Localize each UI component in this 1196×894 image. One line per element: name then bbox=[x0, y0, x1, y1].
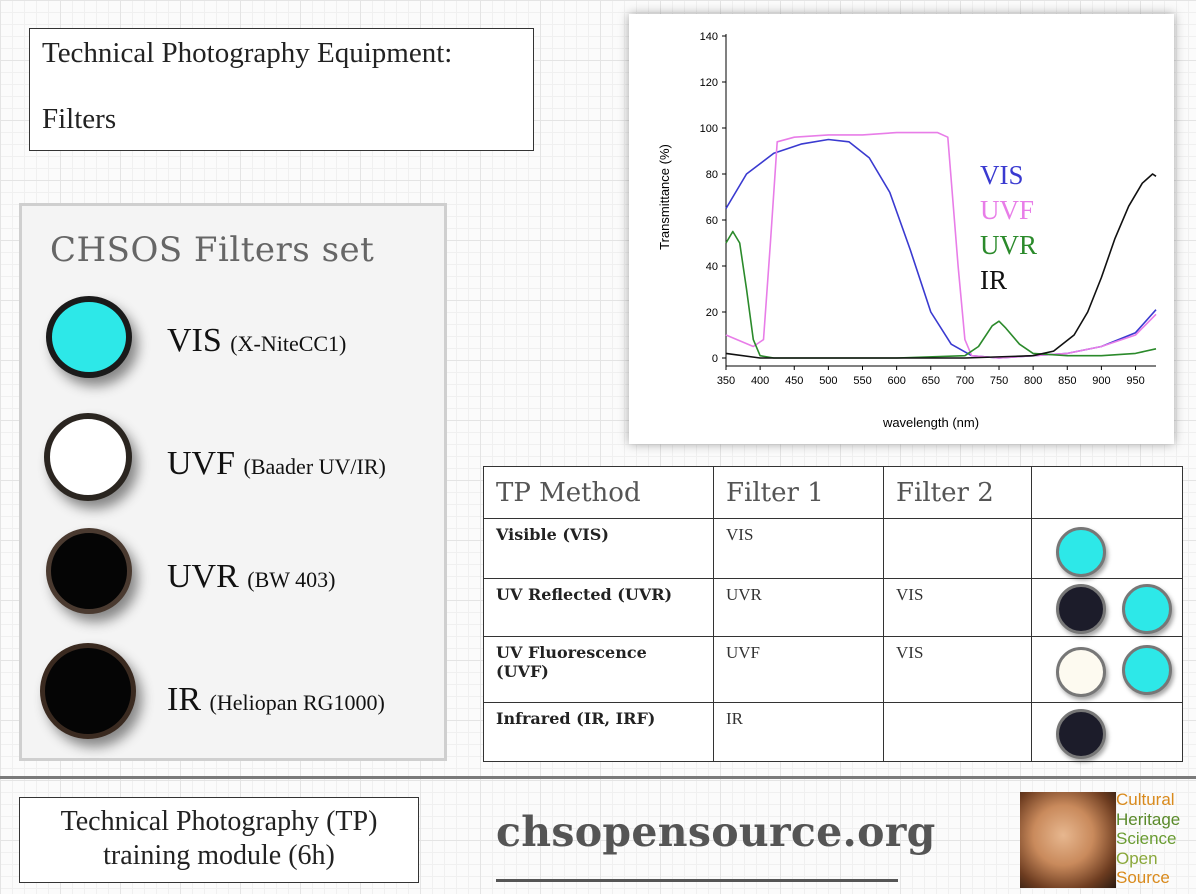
y-tick-label: 40 bbox=[706, 261, 718, 273]
filter-images-cell bbox=[1031, 578, 1183, 637]
series-line-vis bbox=[725, 138, 1157, 359]
x-tick-label: 350 bbox=[717, 375, 735, 387]
filter2-cell: VIS bbox=[883, 578, 1032, 637]
x-tick-label: 600 bbox=[887, 375, 905, 387]
x-tick-label: 700 bbox=[956, 375, 974, 387]
filter-label-uvf: UVF (Baader UV/IR) bbox=[167, 445, 386, 482]
series-line-uvf bbox=[725, 131, 1157, 359]
legend-entry-vis: VIS bbox=[980, 160, 1024, 190]
method-cell: UV Fluorescence (UVF) bbox=[483, 636, 714, 703]
filter1-cell: UVR bbox=[713, 578, 884, 637]
filter-images-cell bbox=[1031, 518, 1183, 579]
column-header-images bbox=[1031, 466, 1183, 519]
legend-entry-uvr: UVR bbox=[980, 230, 1037, 260]
filter2-cell bbox=[883, 702, 1032, 762]
transmittance-chart: 0 20 40 60 80 100 120 140 350 400 450 500 550 600 650 7… bbox=[629, 14, 1174, 444]
filters-set-panel: CHSOS Filters set VIS (X-NiteCC1) UVF (B… bbox=[19, 203, 447, 761]
vis-filter-icon bbox=[46, 296, 132, 378]
site-url-underline bbox=[496, 879, 898, 882]
filter2-cell bbox=[883, 518, 1032, 579]
x-tick-label: 800 bbox=[1024, 375, 1042, 387]
method-cell: Infrared (IR, IRF) bbox=[483, 702, 714, 762]
slide-title-line2: Filters bbox=[42, 103, 117, 135]
x-tick-label: 650 bbox=[922, 375, 940, 387]
x-tick-label: 850 bbox=[1058, 375, 1076, 387]
y-axis-label: Transmittance (%) bbox=[657, 144, 672, 250]
series-line-ir bbox=[725, 173, 1157, 359]
y-tick-label: 60 bbox=[706, 215, 718, 227]
column-header-filter1: Filter 1 bbox=[713, 466, 884, 519]
slide-title-box: Technical Photography Equipment: Filters bbox=[29, 28, 534, 151]
ir-filter-icon bbox=[40, 643, 136, 739]
legend-entry-uvf: UVF bbox=[980, 195, 1034, 225]
filter-images-cell bbox=[1031, 702, 1183, 762]
training-module-box: Technical Photography (TP) training modu… bbox=[19, 797, 419, 883]
y-tick-label: 20 bbox=[706, 307, 718, 319]
x-tick-label: 450 bbox=[785, 375, 803, 387]
vis-filter-icon bbox=[1056, 527, 1106, 577]
y-tick-label: 80 bbox=[706, 169, 718, 181]
column-header-filter2: Filter 2 bbox=[883, 466, 1032, 519]
site-url-link[interactable]: chsopensource.org bbox=[496, 808, 936, 856]
transmittance-chart-svg: 0 20 40 60 80 100 120 140 350 400 450 500 550 600 650 7… bbox=[657, 31, 1157, 430]
training-module-line1: Technical Photography (TP) bbox=[60, 806, 378, 837]
portrait-logo-icon bbox=[1020, 792, 1116, 888]
table-header-row: TP Method Filter 1 Filter 2 bbox=[483, 466, 1183, 519]
uvf-filter-icon bbox=[1056, 647, 1106, 697]
filter1-cell: UVF bbox=[713, 636, 884, 703]
logo-word: Open bbox=[1116, 848, 1158, 868]
logo-word: Heritage bbox=[1116, 809, 1181, 829]
x-tick-label: 400 bbox=[751, 375, 769, 387]
y-tick-label: 140 bbox=[700, 31, 718, 43]
table-row: Infrared (IR, IRF) IR bbox=[483, 702, 1183, 762]
x-tick-label: 900 bbox=[1092, 375, 1110, 387]
method-cell: UV Reflected (UVR) bbox=[483, 578, 714, 637]
table-row: Visible (VIS) VIS bbox=[483, 518, 1183, 579]
y-tick-label: 120 bbox=[700, 77, 718, 89]
table-row: UV Reflected (UVR) UVR VIS bbox=[483, 578, 1183, 637]
method-cell: Visible (VIS) bbox=[483, 518, 714, 579]
x-tick-label: 550 bbox=[853, 375, 871, 387]
uvf-filter-icon bbox=[44, 413, 132, 501]
y-tick-label: 100 bbox=[700, 123, 718, 135]
slide-title-line1: Technical Photography Equipment: bbox=[42, 37, 453, 69]
logo-word: Source bbox=[1116, 868, 1170, 887]
x-tick-label: 950 bbox=[1126, 375, 1144, 387]
training-module-line2: training module (6h) bbox=[103, 840, 335, 871]
chsos-logo: Cultural Heritage Science Open Source bbox=[1020, 790, 1190, 890]
x-tick-label: 500 bbox=[819, 375, 837, 387]
ir-filter-icon bbox=[1056, 709, 1106, 759]
tp-methods-table: TP Method Filter 1 Filter 2 Visible (VIS… bbox=[483, 466, 1183, 762]
x-tick-label: 750 bbox=[990, 375, 1008, 387]
table-row: UV Fluorescence (UVF) UVF VIS bbox=[483, 636, 1183, 703]
filter-label-vis: VIS (X-NiteCC1) bbox=[167, 322, 347, 359]
vis-filter-icon bbox=[1122, 645, 1172, 695]
filter2-cell: VIS bbox=[883, 636, 1032, 703]
filter-label-uvr: UVR (BW 403) bbox=[167, 558, 336, 595]
filter-label-ir: IR (Heliopan RG1000) bbox=[167, 681, 385, 718]
filters-set-heading: CHSOS Filters set bbox=[50, 230, 375, 270]
y-tick-label: 0 bbox=[712, 353, 718, 365]
legend-entry-ir: IR bbox=[980, 265, 1007, 295]
logo-word: Science bbox=[1116, 829, 1177, 848]
filter-images-cell bbox=[1031, 636, 1183, 703]
footer-divider bbox=[0, 776, 1196, 779]
logo-wordmark: Cultural Heritage Science Open Source bbox=[1116, 790, 1180, 888]
filter1-cell: IR bbox=[713, 702, 884, 762]
logo-word: Cultural bbox=[1116, 790, 1175, 809]
vis-filter-icon bbox=[1122, 584, 1172, 634]
uvr-filter-icon bbox=[46, 528, 132, 614]
series-line-uvr bbox=[725, 230, 1157, 359]
x-axis-label: wavelength (nm) bbox=[882, 415, 979, 430]
column-header-method: TP Method bbox=[483, 466, 714, 519]
uvr-filter-icon bbox=[1056, 584, 1106, 634]
filter1-cell: VIS bbox=[713, 518, 884, 579]
